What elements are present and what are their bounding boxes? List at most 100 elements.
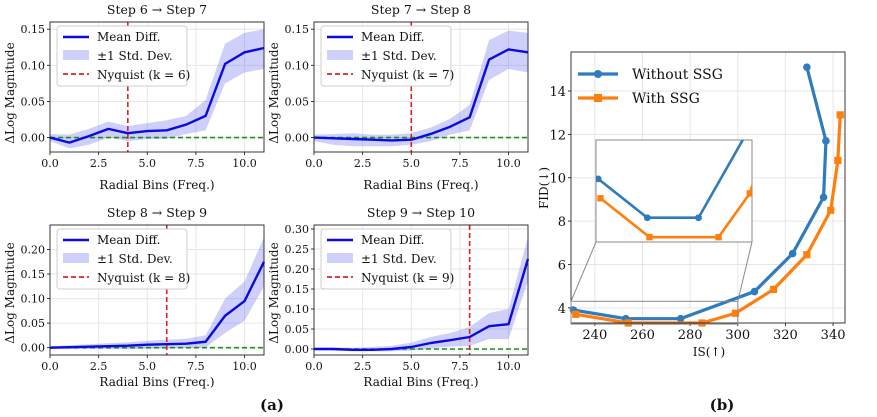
mean-diff-line	[49, 261, 266, 349]
x-tick-label: 7.5	[187, 360, 205, 373]
legend: Mean Diff. ±1 Std. Dev. Nyquist (k = 6)	[56, 25, 190, 87]
legend-label-std: ±1 Std. Dev.	[97, 49, 173, 63]
plot-frame	[313, 224, 529, 356]
y-tick-label: 12	[549, 128, 566, 143]
y-tick-label: 0.20	[21, 244, 46, 257]
legend: Without SSG With SSG	[578, 67, 723, 107]
legend-label-mean: Mean Diff.	[361, 30, 424, 44]
inset-plot-area	[596, 93, 771, 241]
x-tick-label: 5.0	[403, 157, 421, 170]
legend-swatch-std	[63, 50, 89, 60]
y-tick-label: 10	[549, 172, 566, 187]
plot-frame	[313, 21, 529, 153]
fid-vs-is-chart: IS(↑) FID(↓) 240 260 280 300 320 340 4 6 8 10 12 14…	[537, 51, 846, 359]
mean-diff-line	[49, 46, 265, 144]
with-ssg-point	[731, 309, 739, 317]
x-tick-label: 7.5	[187, 157, 205, 170]
x-axis-label: Radial Bins (Freq.)	[363, 375, 478, 389]
inset-with-ssg-point	[746, 190, 752, 197]
plot-frame	[570, 51, 846, 324]
legend-box	[320, 228, 452, 290]
inset-without-ssg-line	[597, 140, 745, 220]
with-ssg-point	[572, 310, 580, 318]
subplot-step6-to-step7: Step 6 → Step 7 Radial Bins (Freq.) ΔLog…	[3, 2, 265, 192]
legend-swatch-std	[327, 253, 353, 263]
y-tick-label: 6	[558, 258, 566, 273]
x-tick-label: 7.5	[451, 157, 469, 170]
x-tick-label: 2.5	[354, 360, 372, 373]
y-axis-label: ΔLog Magnitude	[267, 242, 281, 343]
y-axis-label: FID(↓)	[537, 167, 551, 209]
y-tick-label: 0.05	[285, 95, 310, 108]
without-ssg-point	[803, 63, 811, 71]
x-tick-label: 2.5	[90, 157, 108, 170]
legend-label-nyquist: Nyquist (k = 7)	[361, 68, 454, 82]
legend-marker-with-ssg	[594, 94, 602, 102]
panel-label-a: (a)	[260, 396, 284, 414]
zoom-inset	[570, 93, 771, 325]
subplot-step8-to-step9: Step 8 → Step 9 Radial Bins (Freq.) ΔLog…	[3, 205, 266, 389]
y-tick-label: 0.15	[285, 23, 310, 36]
x-axis-label: Radial Bins (Freq.)	[363, 178, 478, 192]
x-tick-label: 2.5	[90, 360, 108, 373]
y-tick-label: 0.15	[21, 268, 46, 281]
legend-label-nyquist: Nyquist (k = 8)	[97, 271, 190, 285]
x-tick-label: 10.0	[232, 157, 257, 170]
inset-with-ssg-point	[597, 195, 604, 202]
x-tick-label: 5.0	[403, 360, 421, 373]
y-tick-label: 0.15	[21, 23, 46, 36]
inset-with-ssg-line	[599, 182, 752, 239]
x-axis-label: IS(↑)	[693, 345, 725, 359]
inset-frame	[595, 139, 753, 243]
with-ssg-point	[803, 251, 811, 259]
y-tick-label: 8	[558, 215, 566, 230]
y-tick-label: 0.30	[285, 223, 310, 236]
inset-with-ssg-point	[646, 233, 653, 241]
without-ssg-point	[819, 193, 828, 202]
zoom-connector-left	[570, 241, 597, 302]
std-band	[314, 30, 528, 147]
inset-with-ssg-point	[715, 233, 722, 241]
y-tick-label: 0.25	[285, 243, 310, 256]
with-ssg-point	[827, 206, 835, 214]
y-tick-label: 0.00	[285, 343, 310, 356]
x-tick-label: 2.5	[354, 157, 372, 170]
without-ssg-point	[750, 287, 759, 296]
legend-swatch-std	[63, 253, 89, 263]
subplot-title: Step 9 → Step 10	[367, 205, 475, 220]
y-tick-label: 0.10	[285, 59, 310, 72]
legend: Mean Diff. ±1 Std. Dev. Nyquist (k = 8)	[56, 228, 190, 290]
y-tick-label: 14	[549, 85, 566, 100]
x-tick-label: 5.0	[139, 360, 157, 373]
with-ssg-point	[836, 111, 844, 119]
x-tick-label: 340	[821, 328, 846, 343]
with-ssg-point	[834, 156, 842, 164]
inset-without-ssg-point	[643, 214, 651, 222]
zoom-region-box	[570, 300, 739, 325]
subplot-title: Step 8 → Step 9	[107, 205, 207, 220]
legend-label-std: ±1 Std. Dev.	[361, 49, 437, 63]
panel-label-b: (b)	[710, 396, 735, 414]
x-tick-label: 10.0	[232, 360, 257, 373]
without-ssg-point	[676, 314, 685, 323]
y-tick-label: 0.00	[21, 342, 46, 355]
legend-label-without-ssg: Without SSG	[632, 67, 723, 83]
x-tick-label: 10.0	[496, 157, 521, 170]
y-tick-label: 0.05	[21, 95, 46, 108]
inset-without-ssg-point	[764, 93, 771, 100]
x-tick-label: 0.0	[41, 360, 59, 373]
with-ssg-point	[769, 285, 778, 293]
legend-label-mean: Mean Diff.	[361, 233, 424, 247]
x-tick-label: 280	[678, 328, 703, 343]
legend-label-nyquist: Nyquist (k = 6)	[97, 68, 190, 82]
y-tick-label: 0.05	[285, 323, 310, 336]
x-tick-label: 0.0	[305, 360, 323, 373]
x-tick-label: 0.0	[305, 157, 323, 170]
legend-label-nyquist: Nyquist (k = 9)	[361, 271, 454, 285]
x-tick-label: 0.0	[41, 157, 59, 170]
without-ssg-line	[573, 66, 828, 321]
subplot-step7-to-step8: Step 7 → Step 8 Radial Bins (Freq.) ΔLog…	[267, 2, 529, 192]
y-axis-label: ΔLog Magnitude	[3, 242, 17, 343]
legend-label-mean: Mean Diff.	[97, 30, 160, 44]
legend-box	[56, 25, 188, 87]
